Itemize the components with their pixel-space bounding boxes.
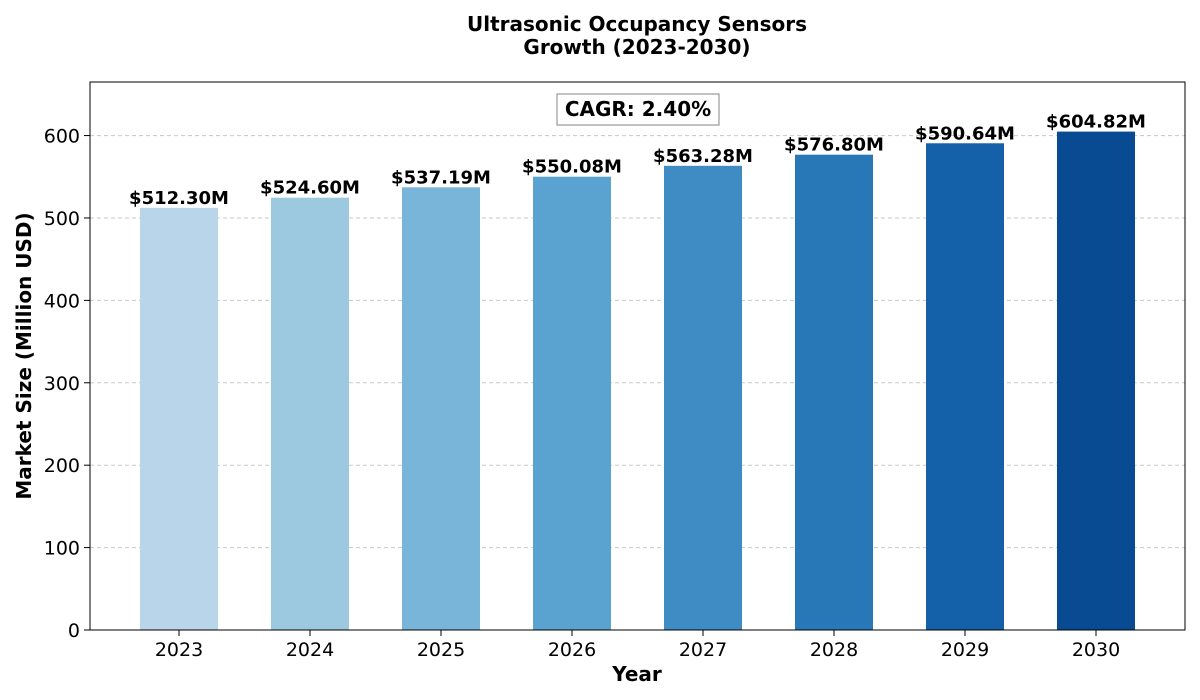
x-tick-label-2029: 2029 [941,639,989,661]
value-label-2025: $537.19M [391,167,491,188]
x-tick-label-2030: 2030 [1072,639,1120,661]
y-tick-label-500: 500 [44,208,80,230]
bar-2029 [926,143,1004,631]
value-label-2030: $604.82M [1046,112,1146,133]
bar-2024 [271,197,349,630]
y-tick-label-100: 100 [44,538,80,560]
y-axis: 0 100 200 300 400 500 600 [44,126,90,642]
bar-2030 [1057,131,1135,631]
value-labels: $512.30M $524.60M $537.19M $550.08M $563.28M… [129,112,1146,209]
y-tick-label-300: 300 [44,373,80,395]
y-tick-label-0: 0 [68,620,80,642]
x-tick-label-2024: 2024 [286,639,334,661]
chart-title-line1: Ultrasonic Occupancy Sensors [467,12,807,36]
y-axis-label: Market Size (Million USD) [12,212,36,499]
x-axis-label: Year [611,662,662,686]
value-label-2029: $590.64M [915,123,1015,144]
y-tick-label-200: 200 [44,455,80,477]
y-tick-label-600: 600 [44,126,80,148]
value-label-2024: $524.60M [260,178,360,199]
y-tick-label-400: 400 [44,290,80,312]
value-label-2023: $512.30M [129,188,229,209]
cagr-annotation: CAGR: 2.40% [556,93,720,126]
x-tick-label-2027: 2027 [679,639,727,661]
x-tick-label-2023: 2023 [155,639,203,661]
plot-frame [89,81,1186,631]
bar-2027 [664,165,742,630]
bar-2028 [795,154,873,630]
value-label-2026: $550.08M [522,157,622,178]
value-label-2027: $563.28M [653,146,753,167]
x-tick-label-2025: 2025 [417,639,465,661]
bar-2025 [402,187,480,631]
cagr-text: CAGR: 2.40% [565,97,711,121]
bar-2026 [533,176,611,630]
x-tick-label-2026: 2026 [548,639,596,661]
cagr-box [556,93,720,126]
bar-2023 [140,207,218,630]
value-label-2028: $576.80M [784,135,884,156]
bars [140,131,1135,631]
x-axis: 2023 2024 2025 2026 2027 2028 2029 2030 [155,630,1120,661]
chart-title-line2: Growth (2023-2030) [523,35,750,59]
gridlines [90,135,1185,549]
x-tick-label-2028: 2028 [810,639,858,661]
